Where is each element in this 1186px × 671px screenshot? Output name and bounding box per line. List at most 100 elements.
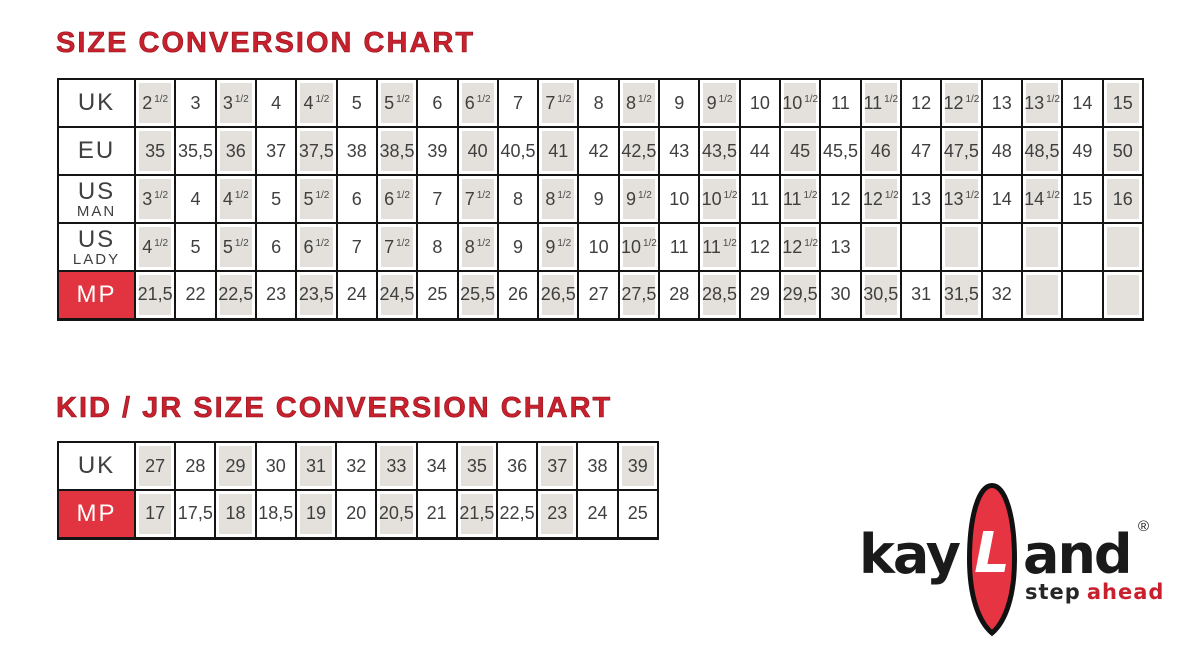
size-cell: 21,5 [455, 489, 498, 539]
size-cell [940, 222, 983, 272]
size-cell: 2 1/2 [133, 78, 177, 128]
size-cell: 50 [1101, 126, 1144, 176]
size-cell: 21,5 [133, 270, 177, 320]
main-title: SIZE CONVERSION CHART [56, 27, 476, 60]
table-row: US MAN 3 1/2 4 4 1/2 5 5 1/2 6 6 1/2 7 7 1/2 8 8 1/2 9 9 1/2 1… [57, 174, 1144, 224]
size-cell: 31,5 [940, 270, 983, 320]
size-cell: 45,5 [819, 126, 862, 176]
size-cell: 38 [335, 126, 378, 176]
row-header-us-lady: US LADY [57, 222, 136, 272]
size-cell: 3 1/2 [214, 78, 257, 128]
size-cell: 8 1/2 [456, 222, 499, 272]
size-cell: 22 [174, 270, 217, 320]
size-cell: 26,5 [537, 270, 580, 320]
size-cell: 12 [899, 78, 943, 128]
size-cell: 13 1/2 [1020, 78, 1064, 128]
size-cell: 23 [536, 489, 579, 539]
size-cell: 16 [1101, 174, 1144, 224]
size-cell: 25 [416, 270, 459, 320]
size-cell: 13 [819, 222, 862, 272]
size-cell: 15 [1101, 78, 1144, 128]
adult-size-table: UK 2 1/2 3 3 1/2 4 4 1/2 5 5 1/2 6 6 1/2 7 7 1/2 8 8 1/2 9 9 1/… [57, 78, 1144, 321]
size-cell: 3 [174, 78, 217, 128]
size-cell: 5 1/2 [295, 174, 338, 224]
size-cell: 18,5 [254, 489, 297, 539]
size-cell: 30,5 [859, 270, 902, 320]
size-cell [899, 222, 943, 272]
size-cell: 9 1/2 [537, 222, 580, 272]
size-cell: 48 [980, 126, 1023, 176]
size-cell: 4 [174, 174, 217, 224]
size-cell: 6 1/2 [295, 222, 338, 272]
size-cell: 28 [658, 270, 701, 320]
size-cell: 15 [1061, 174, 1104, 224]
kid-size-table: UK 27 28 29 30 31 32 33 34 35 36 37 38 39 MP 17 17,5 18 18… [57, 441, 660, 540]
size-cell: 44 [738, 126, 782, 176]
size-cell: 27,5 [617, 270, 661, 320]
size-cell: 8 [496, 174, 540, 224]
size-cell: 11 1/2 [859, 78, 902, 128]
size-cell: 30 [819, 270, 862, 320]
size-cell: 7 [335, 222, 378, 272]
size-cell: 4 [254, 78, 298, 128]
size-cell: 6 [335, 174, 378, 224]
table-row: UK 27 28 29 30 31 32 33 34 35 36 37 38 39 [57, 441, 660, 491]
size-cell: 8 [416, 222, 459, 272]
size-cell: 14 [1061, 78, 1104, 128]
size-cell: 30 [254, 441, 297, 491]
size-cell: 11 [658, 222, 701, 272]
size-cell: 12 1/2 [859, 174, 902, 224]
size-cell: 31 [899, 270, 943, 320]
size-cell: 10 1/2 [698, 174, 741, 224]
size-cell: 11 [738, 174, 782, 224]
size-cell: 41 [537, 126, 580, 176]
size-cell: 42 [577, 126, 620, 176]
size-cell: 11 1/2 [698, 222, 741, 272]
tagline-step: step [1025, 580, 1081, 604]
size-cell: 26 [496, 270, 540, 320]
size-cell: 40,5 [496, 126, 540, 176]
size-cell: 10 [738, 78, 782, 128]
size-cell: 8 [577, 78, 620, 128]
size-cell: 35 [455, 441, 498, 491]
size-cell: 6 [254, 222, 298, 272]
size-cell: 20,5 [375, 489, 418, 539]
size-cell: 21 [415, 489, 458, 539]
size-cell: 42,5 [617, 126, 661, 176]
size-cell: 17 [133, 489, 177, 539]
size-cell: 8 1/2 [537, 174, 580, 224]
oval-shape-icon [966, 482, 1018, 637]
size-cell: 33 [375, 441, 418, 491]
size-cell: 14 [980, 174, 1023, 224]
size-cell: 13 1/2 [940, 174, 983, 224]
size-cell: 45 [778, 126, 822, 176]
kayland-logo: kay L and ® step ahead [853, 478, 1163, 646]
size-cell: 23,5 [295, 270, 338, 320]
size-cell: 35 [133, 126, 177, 176]
logo-letter-l: L [974, 521, 1010, 586]
size-cell: 24,5 [375, 270, 419, 320]
size-cell: 43,5 [698, 126, 741, 176]
size-cell: 36 [214, 126, 257, 176]
size-cell: 9 [658, 78, 701, 128]
size-cell: 9 1/2 [617, 174, 661, 224]
size-cell: 25,5 [456, 270, 499, 320]
size-cell [1020, 222, 1064, 272]
size-cell: 43 [658, 126, 701, 176]
kid-title: KID / JR SIZE CONVERSION CHART [56, 392, 613, 425]
size-cell: 25 [616, 489, 660, 539]
size-cell: 28,5 [698, 270, 741, 320]
row-header-us-man: US MAN [57, 174, 136, 224]
size-cell: 7 1/2 [375, 222, 419, 272]
row-header-mp: MP [57, 270, 136, 320]
size-cell: 36 [495, 441, 539, 491]
size-cell: 27 [133, 441, 177, 491]
size-cell: 38 [576, 441, 619, 491]
table-row: US LADY 4 1/2 5 5 1/2 6 6 1/2 7 7 1/2 8 8 1/2 9 9 1/2 10 10 1… [57, 222, 1144, 272]
size-cell: 47 [899, 126, 943, 176]
row-header-uk: UK [57, 441, 136, 491]
size-cell: 5 [335, 78, 378, 128]
size-cell: 13 [980, 78, 1023, 128]
size-cell [859, 222, 902, 272]
